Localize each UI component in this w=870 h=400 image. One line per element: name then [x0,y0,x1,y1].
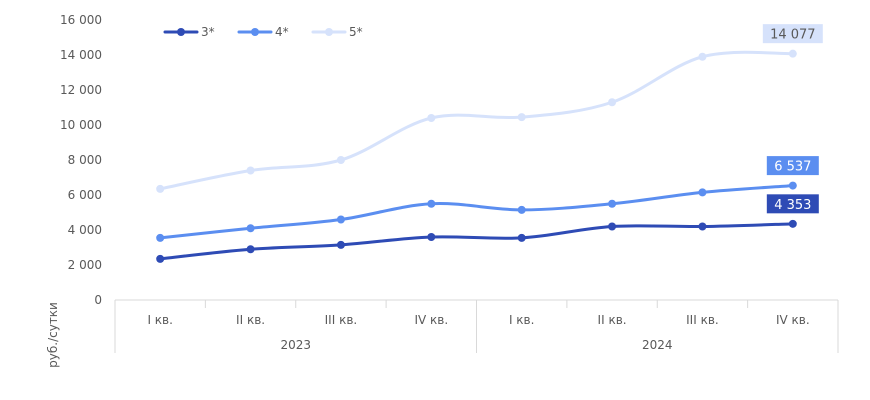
data-point [246,224,255,233]
data-point [788,181,797,190]
end-label-box [766,194,819,214]
data-point [608,199,617,208]
series-line-3star [158,222,795,261]
data-point [517,205,526,214]
data-point [608,222,617,231]
x-tick-label: II кв. [598,313,627,327]
data-point [788,49,797,58]
y-tick-label: 12 000 [60,83,102,97]
legend: 3* 4* 5* [163,25,363,39]
y-tick-label: 6 000 [68,188,102,202]
data-label: 4 353 [774,198,811,213]
legend-item: 3* [163,25,215,39]
x-tick-label: III кв. [686,313,719,327]
data-point [788,219,797,228]
x-tick-label: IV кв. [776,313,810,327]
data-label: 6 537 [774,160,811,175]
x-axis: I кв. II кв. III кв. IV кв. I кв. II кв. III к… [114,299,839,353]
legend-marker [251,28,259,36]
legend-marker [325,28,333,36]
y-tick-label: 0 [94,293,102,307]
series-line-5star [158,50,795,191]
y-tick-label: 10 000 [60,118,102,132]
y-axis-ticks: 0 2 000 4 000 6 000 8 000 10 000 12 000 14 000 1… [60,13,102,307]
legend-item: 4* [237,25,289,39]
x-tick-label: II кв. [236,313,265,327]
y-axis-label: руб./сутки [46,302,60,368]
series-lines [158,50,795,261]
x-tick-label: III кв. [325,313,358,327]
data-point [156,233,165,242]
end-label-5star: 14 077 [762,24,823,44]
legend-label: 4* [275,25,289,39]
series-line-4star [158,184,795,240]
data-point [427,114,436,122]
series-points [156,49,797,263]
x-group-label: 2023 [280,338,311,352]
legend-item: 5* [311,25,363,39]
y-tick-label: 4 000 [68,223,102,237]
x-tick-label: I кв. [147,313,173,327]
data-point [427,199,436,208]
data-point [427,233,436,241]
data-point [336,156,345,164]
legend-label: 5* [349,25,363,39]
data-label: 14 077 [770,28,816,43]
y-tick-label: 16 000 [60,13,102,27]
end-label-box [762,24,823,44]
data-point [246,245,255,254]
data-point [336,215,345,224]
data-point [698,222,707,231]
data-point [517,233,526,242]
y-tick-label: 14 000 [60,48,102,62]
y-tick-label: 2 000 [68,258,102,272]
data-point [246,166,255,175]
data-point [517,113,526,122]
data-point [608,98,617,107]
data-point [336,240,345,249]
end-label-4star: 6 537 [766,156,819,176]
data-point [698,188,707,197]
legend-label: 3* [201,25,215,39]
end-label-box [766,156,819,176]
end-label-3star: 4 353 [766,194,819,214]
data-point [156,184,165,193]
x-tick-label: I кв. [509,313,535,327]
x-group-label: 2024 [642,338,673,352]
end-labels: 4 353 6 537 14 077 [762,24,823,214]
x-tick-label: IV кв. [414,313,448,327]
legend-marker [177,28,185,36]
y-tick-label: 8 000 [68,153,102,167]
data-point [156,254,165,263]
data-point [698,52,707,61]
